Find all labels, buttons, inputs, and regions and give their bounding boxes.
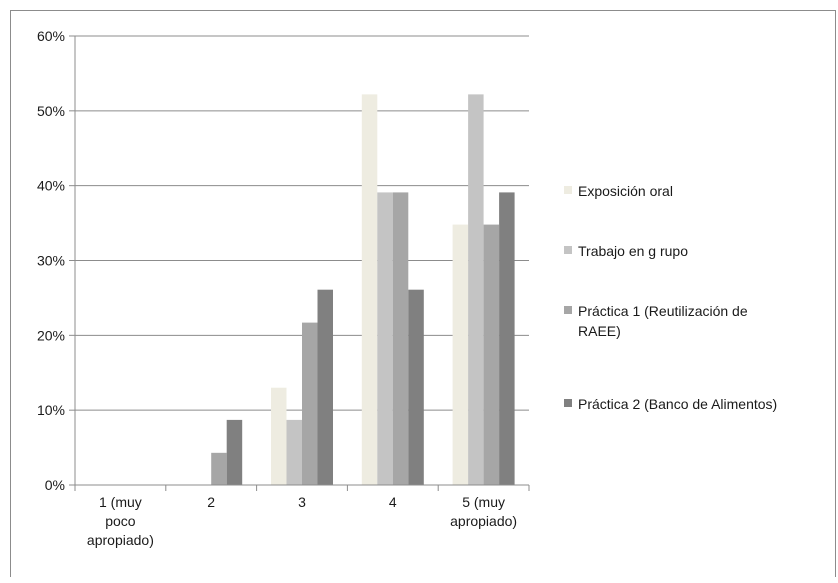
bar: [483, 224, 500, 485]
x-tick-label: 3: [298, 494, 306, 510]
x-tick-label: 5 (muy apropiado): [450, 494, 517, 529]
bar: [392, 192, 409, 485]
y-tick-label: 20%: [37, 327, 65, 343]
y-tick-label: 30%: [37, 253, 65, 269]
bar: [361, 94, 378, 486]
bar: [408, 289, 424, 485]
legend-swatch: [564, 399, 572, 407]
bar-chart: 0% 10% 20% 30% 40% 50% 60% 1 (muy poco apropiado…: [37, 28, 777, 548]
bar: [499, 192, 515, 485]
y-tick-label: 10%: [37, 402, 65, 418]
legend-label: Trabajo en g rupo: [578, 243, 688, 259]
y-tick-label: 50%: [37, 103, 65, 119]
y-axis-ticks: 0% 10% 20% 30% 40% 50% 60%: [37, 28, 75, 493]
legend-label: Exposición oral: [578, 183, 673, 199]
y-tick-label: 40%: [37, 178, 65, 194]
bar: [286, 419, 302, 485]
legend: Exposición oral Trabajo en g rupo Práctica…: [564, 183, 777, 412]
bar: [377, 192, 393, 485]
bar: [317, 289, 333, 485]
bar: [226, 419, 243, 485]
y-tick-label: 0%: [45, 477, 65, 493]
bar: [452, 224, 469, 485]
legend-swatch: [564, 186, 572, 194]
legend-label: Práctica 2 (Banco de Alimentos): [578, 396, 777, 412]
bar: [271, 387, 287, 485]
x-tick-label: 4: [389, 494, 397, 510]
x-axis-ticks: 1 (muy poco apropiado) 2 3 4 5 (muy apropiado): [74, 485, 530, 548]
legend-swatch: [564, 306, 572, 314]
chart-frame: 0% 10% 20% 30% 40% 50% 60% 1 (muy poco apropiado…: [10, 10, 836, 577]
x-tick-label: 2: [207, 494, 215, 510]
bars: [211, 94, 515, 486]
bar: [211, 452, 227, 485]
bar: [302, 322, 318, 485]
legend-label: Práctica 1 (Reutilización de RAEE): [578, 303, 748, 339]
legend-swatch: [564, 246, 572, 254]
bar: [468, 94, 484, 486]
y-tick-label: 60%: [37, 28, 65, 44]
x-tick-label: 1 (muy poco apropiado): [87, 494, 154, 548]
